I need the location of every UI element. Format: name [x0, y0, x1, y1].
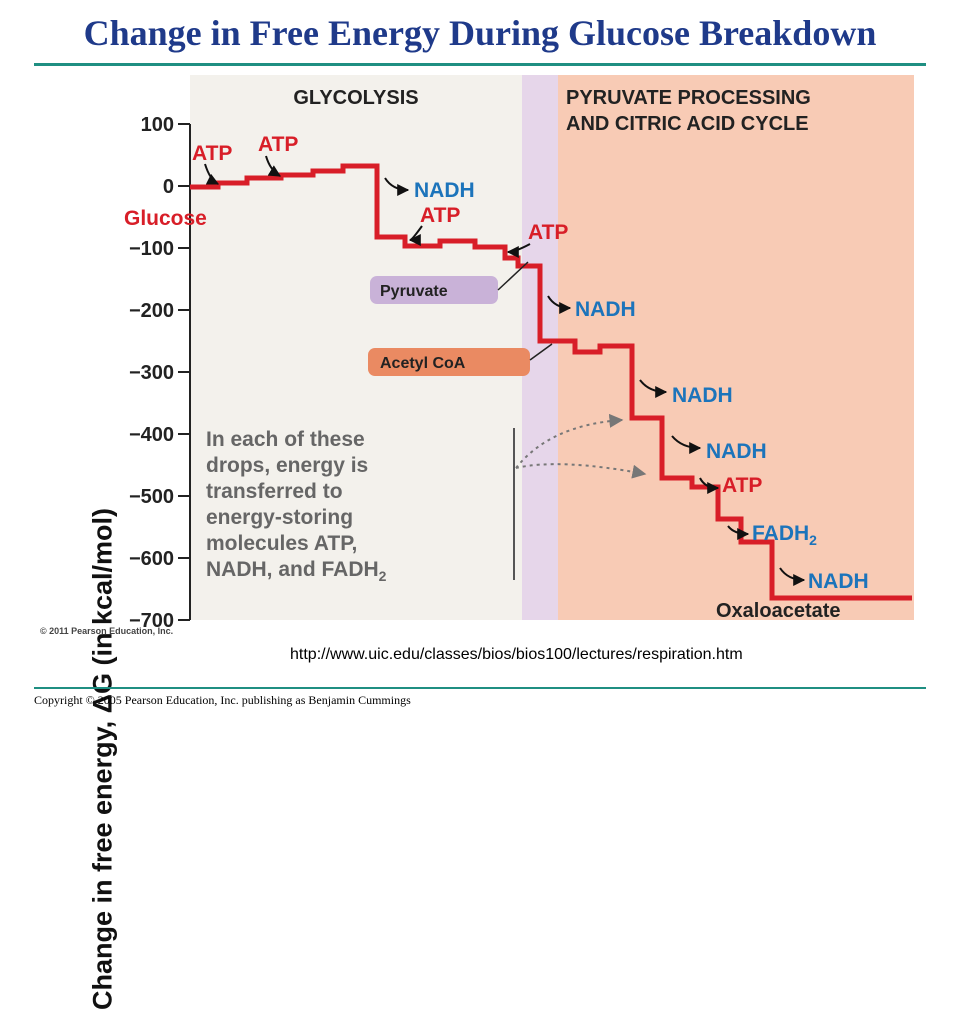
product-arrow [727, 525, 750, 540]
footer-divider [34, 687, 926, 689]
pyruvate-transition-region [522, 75, 558, 620]
product-label-fadh: FADH2 [752, 522, 817, 548]
atp-input-arrow-2 [265, 155, 282, 177]
y-axis-label: Change in free energy, ΔG (in kcal/mol) [87, 507, 118, 1010]
glycolysis-header: GLYCOLYSIS [293, 87, 418, 109]
product-arrow [639, 379, 668, 398]
y-tick-label: −200 [129, 300, 174, 322]
product-arrow [506, 243, 531, 258]
note-line: NADH, and FADH2 [206, 558, 387, 584]
atp-input-label-1: ATP [192, 142, 232, 165]
figure-credit: © 2011 Pearson Education, Inc. [40, 626, 173, 636]
product-arrow [779, 567, 806, 586]
y-tick-label: −300 [129, 362, 174, 384]
y-tick-label: −400 [129, 424, 174, 446]
oxaloacetate-label: Oxaloacetate [716, 600, 841, 622]
product-label-atp: ATP [722, 474, 762, 497]
free-energy-diagram: GLYCOLYSIS PYRUVATE PROCESSING AND CITRI… [40, 75, 914, 636]
y-axis: 100 0 −100 −200 −300 −400 −500 −600 −700 [129, 114, 191, 632]
product-arrow [408, 225, 423, 246]
note-subscript: 2 [379, 568, 387, 584]
atp-input-arrow-1 [204, 163, 220, 185]
page-title: Change in Free Energy During Glucose Bre… [83, 13, 877, 53]
citric-header-line1: PYRUVATE PROCESSING [566, 87, 811, 109]
y-tick-label: −700 [129, 610, 174, 632]
product-label-nadh: NADH [808, 570, 869, 593]
note-line: transferred to [206, 480, 343, 503]
title-divider [34, 63, 926, 66]
product-label-atp: ATP [528, 221, 568, 244]
y-tick-label: −100 [129, 238, 174, 260]
note-line: molecules ATP, [206, 532, 357, 555]
acetyl-coa-label: Acetyl CoA [380, 355, 466, 372]
product-label-nadh: NADH [672, 384, 733, 407]
y-tick-label: −600 [129, 548, 174, 570]
energy-note: In each of these drops, energy is transfer… [206, 413, 647, 584]
product-label-atp: ATP [420, 204, 460, 227]
y-tick-label: 100 [141, 114, 174, 136]
copyright-notice: Copyright © 2005 Pearson Education, Inc.… [34, 693, 411, 707]
product-subscript: 2 [809, 532, 817, 548]
product-arrow [671, 435, 702, 454]
free-energy-staircase [190, 163, 912, 601]
product-arrow [699, 477, 720, 494]
citric-header-line2: AND CITRIC ACID CYCLE [566, 113, 809, 135]
y-tick-label: 0 [163, 176, 174, 198]
product-label-nadh: NADH [414, 179, 475, 202]
product-arrow [384, 177, 410, 196]
y-tick-label: −500 [129, 486, 174, 508]
product-arrow [547, 295, 572, 314]
source-url[interactable]: http://www.uic.edu/classes/bios/bios100/… [290, 646, 743, 663]
acetyl-coa-callout: Acetyl CoA [368, 343, 553, 376]
product-label-nadh: NADH [575, 298, 636, 321]
pyruvate-callout: Pyruvate [370, 261, 529, 304]
note-line: energy-storing [206, 506, 353, 529]
note-line: drops, energy is [206, 454, 368, 477]
glucose-label: Glucose [124, 207, 207, 230]
atp-input-label-2: ATP [258, 133, 298, 156]
pyruvate-label: Pyruvate [380, 283, 448, 300]
product-label-nadh: NADH [706, 440, 767, 463]
note-line: In each of these [206, 428, 365, 451]
